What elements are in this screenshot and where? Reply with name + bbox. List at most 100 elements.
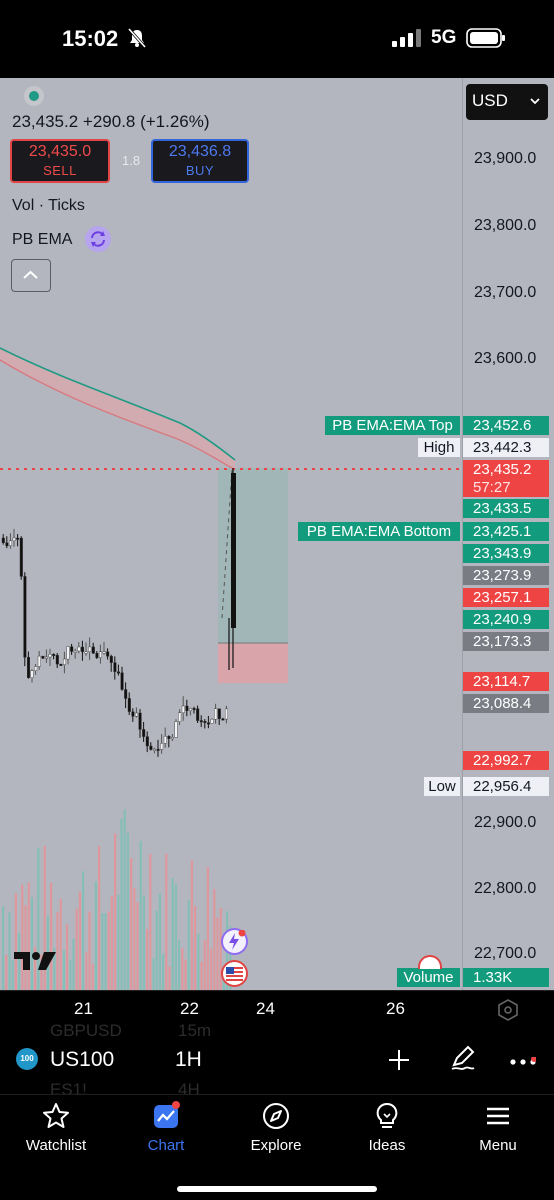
chart-settings-icon[interactable] [497,999,519,1026]
ema-bottom-value: 23,425.1 [463,522,549,541]
compass-icon [263,1103,289,1129]
volume-bar [216,917,219,990]
candle-body [52,654,56,656]
sell-button[interactable]: 23,435.0 SELL [10,139,110,183]
nav-watchlist[interactable]: Watchlist [6,1101,106,1154]
currency-select[interactable]: USD [466,84,548,120]
candle-body [163,736,167,744]
candle-body [30,670,34,678]
network-type: 5G [431,27,457,48]
volume-bar [219,907,222,990]
chart-icon [154,1101,180,1128]
volume-bar [5,955,8,990]
price-axis-label: 23,900.0 [474,150,537,167]
candle-body [27,657,31,678]
time-axis-label: 26 [386,999,405,1018]
candle-body [185,705,189,712]
battery-icon [466,28,506,53]
candle-body [156,748,160,751]
lightning-icon[interactable] [221,928,248,955]
candle-body [19,537,23,577]
low-label: Low [424,777,460,796]
volume-bar [146,929,149,990]
volume-bar [75,908,78,990]
volume-value: 1.33K [463,968,549,987]
candle-body [73,650,77,653]
currency-value: USD [472,91,508,110]
price-axis-label: 23,800.0 [474,217,537,234]
volume-bar [133,887,136,990]
candle-body [23,576,27,658]
volume-bar [34,947,37,990]
candle-body [41,655,45,659]
volume-bar [178,940,181,990]
chevron-up-icon [23,270,38,279]
volume-bar [62,950,65,990]
refresh-icon[interactable] [85,226,111,252]
volume-bar [11,959,14,990]
nav-ideas[interactable]: Ideas [337,1101,437,1154]
candle-body [231,473,236,628]
ema-bottom-label: PB EMA:EMA Bottom [298,522,460,541]
candle-body [167,736,171,739]
symbol-button[interactable]: US100 [50,1048,115,1071]
candle-body [217,708,221,720]
ohlc-summary: 23,435.2 +290.8 (+1.26%) [12,112,210,131]
volume-bar [123,809,126,990]
price-tag: 23,173.3 [463,632,549,651]
market-status-dot[interactable] [24,86,44,106]
indicator-volume[interactable]: Vol · Ticks [12,197,85,214]
candle-body [152,748,156,751]
price-tag: 22,992.7 [463,751,549,770]
candle-body [149,745,153,750]
nav-label: Menu [479,1137,517,1154]
price-axis-label: 22,700.0 [474,945,537,962]
candle-body [8,540,12,547]
volume-bar [72,939,75,990]
candle-body [188,708,192,711]
candle-body [160,743,164,750]
volume-bar [203,940,206,990]
nav-chart[interactable]: Chart [116,1101,216,1154]
price-axis-label: 23,600.0 [474,350,537,367]
candle-body [98,651,102,658]
volume-bar [174,884,177,990]
add-plus-icon[interactable] [387,1048,411,1077]
timeframe-button[interactable]: 1H [175,1048,202,1071]
candle-body [214,708,218,720]
indicator-pb-ema[interactable]: PB EMA [12,231,73,248]
volume-bar [78,891,81,990]
volume-bar [14,893,17,990]
volume-bar [94,881,97,990]
candle-body [145,736,149,747]
candle-body [1,537,5,544]
drawing-pen-icon[interactable] [449,1044,477,1077]
candle-body [138,712,142,730]
volume-bar [139,840,142,990]
collapse-legend-button[interactable] [11,259,51,292]
nav-menu[interactable]: Menu [448,1101,548,1154]
chart-pane[interactable]: USD 23,435.2 +290.8 (+1.26%) 23,435.0 SE… [0,78,554,990]
more-dots-icon[interactable] [510,1054,537,1072]
event-marker-icon[interactable] [418,955,442,969]
ema-top-line [0,347,236,461]
volume-bar [114,833,117,990]
volume-bar [21,884,24,990]
nav-explore[interactable]: Explore [226,1101,326,1154]
volume-bar [107,911,110,990]
position-target-line [221,469,233,619]
time-axis[interactable]: 21 22 24 26 [0,990,554,1028]
us-flag-icon[interactable] [221,960,248,987]
candle-body [109,656,113,663]
spread-value: 1.8 [122,153,141,168]
price-axis-label: 23,700.0 [474,284,537,301]
volume-bar [152,958,155,990]
volume-bar [206,867,209,990]
buy-button[interactable]: 23,436.8 BUY [151,139,249,183]
candle-body [203,721,207,723]
price-tag: 23,240.9 [463,610,549,629]
volume-bar [98,845,101,990]
price-axis-divider [462,78,463,990]
bottom-navigation: Watchlist Chart Explore Ideas Menu [0,1094,554,1200]
price-tag: 23,088.4 [463,694,549,713]
